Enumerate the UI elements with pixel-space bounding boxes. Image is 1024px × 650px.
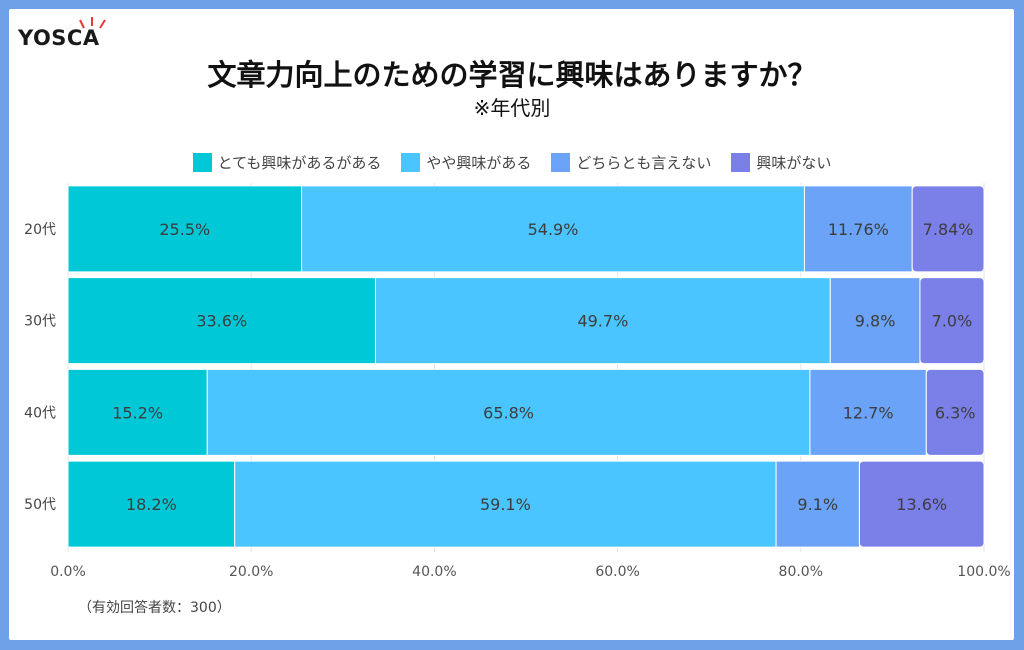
data-label: 7.84%	[923, 220, 974, 239]
legend-item-very-interested: とても興味があるがある	[192, 152, 382, 173]
y-category-label: 30代	[24, 314, 56, 330]
legend-item-somewhat-interested: やや興味がある	[401, 152, 531, 173]
legend-item-not-interested: 興味がない	[731, 152, 831, 173]
bar-segment	[67, 368, 208, 456]
legend-swatch	[401, 153, 421, 172]
logo-text: YOSCA	[18, 26, 100, 50]
legend-label: 興味がない	[756, 154, 832, 172]
data-label: 11.76%	[828, 220, 889, 239]
data-label: 9.8%	[855, 312, 896, 331]
data-label: 7.0%	[932, 312, 973, 331]
data-label: 18.2%	[126, 495, 177, 514]
data-label: 6.3%	[935, 403, 976, 422]
data-label: 59.1%	[480, 495, 531, 514]
legend-swatch	[192, 153, 212, 172]
legend-label: どちらとも言えない	[576, 154, 712, 172]
chart-subtitle: ※年代別	[473, 96, 551, 120]
data-label: 15.2%	[112, 403, 163, 422]
bar-segment	[809, 368, 927, 456]
logo-rays-icon	[79, 17, 106, 29]
x-tick-label: 100.0%	[957, 564, 1010, 580]
data-label: 9.1%	[797, 495, 838, 514]
data-label: 49.7%	[577, 312, 628, 331]
bar-segment	[234, 460, 777, 548]
bar-segment	[803, 185, 913, 273]
data-label: 25.5%	[159, 220, 210, 239]
bar-segment	[775, 460, 860, 548]
chart-legend: とても興味があるがある やや興味がある どちらとも言えない 興味がない	[0, 152, 1024, 173]
bar-segment	[67, 277, 376, 365]
data-label: 65.8%	[483, 403, 534, 422]
chart-title: 文章力向上のための学習に興味はありますか？	[207, 58, 817, 92]
data-label: 54.9%	[528, 220, 579, 239]
bar-segment	[206, 368, 811, 456]
bar-segment	[374, 277, 831, 365]
x-tick-label: 20.0%	[229, 564, 273, 580]
legend-swatch	[551, 153, 571, 172]
bar-segment	[925, 368, 985, 456]
bar-segment	[67, 460, 236, 548]
y-category-label: 50代	[24, 497, 56, 513]
data-label: 12.7%	[843, 403, 894, 422]
legend-label: やや興味がある	[426, 154, 532, 172]
x-tick-label: 40.0%	[412, 564, 456, 580]
x-tick-label: 80.0%	[779, 564, 823, 580]
brand-logo: YOSCA	[18, 17, 106, 50]
y-category-label: 20代	[24, 222, 56, 238]
respondent-count-note: （有効回答者数：300）	[78, 600, 231, 616]
legend-label: とても興味があるがある	[217, 154, 382, 172]
bar-segment	[301, 185, 805, 273]
x-tick-label: 0.0%	[50, 564, 86, 580]
legend-swatch	[731, 153, 751, 172]
x-tick-label: 60.0%	[595, 564, 639, 580]
legend-item-neutral: どちらとも言えない	[551, 152, 711, 173]
bar-segment	[919, 277, 985, 365]
bar-segment	[911, 185, 985, 273]
data-label: 33.6%	[196, 312, 247, 331]
data-label: 13.6%	[896, 495, 947, 514]
bar-segment	[858, 460, 985, 548]
y-category-label: 40代	[24, 405, 56, 421]
bar-segment	[829, 277, 921, 365]
